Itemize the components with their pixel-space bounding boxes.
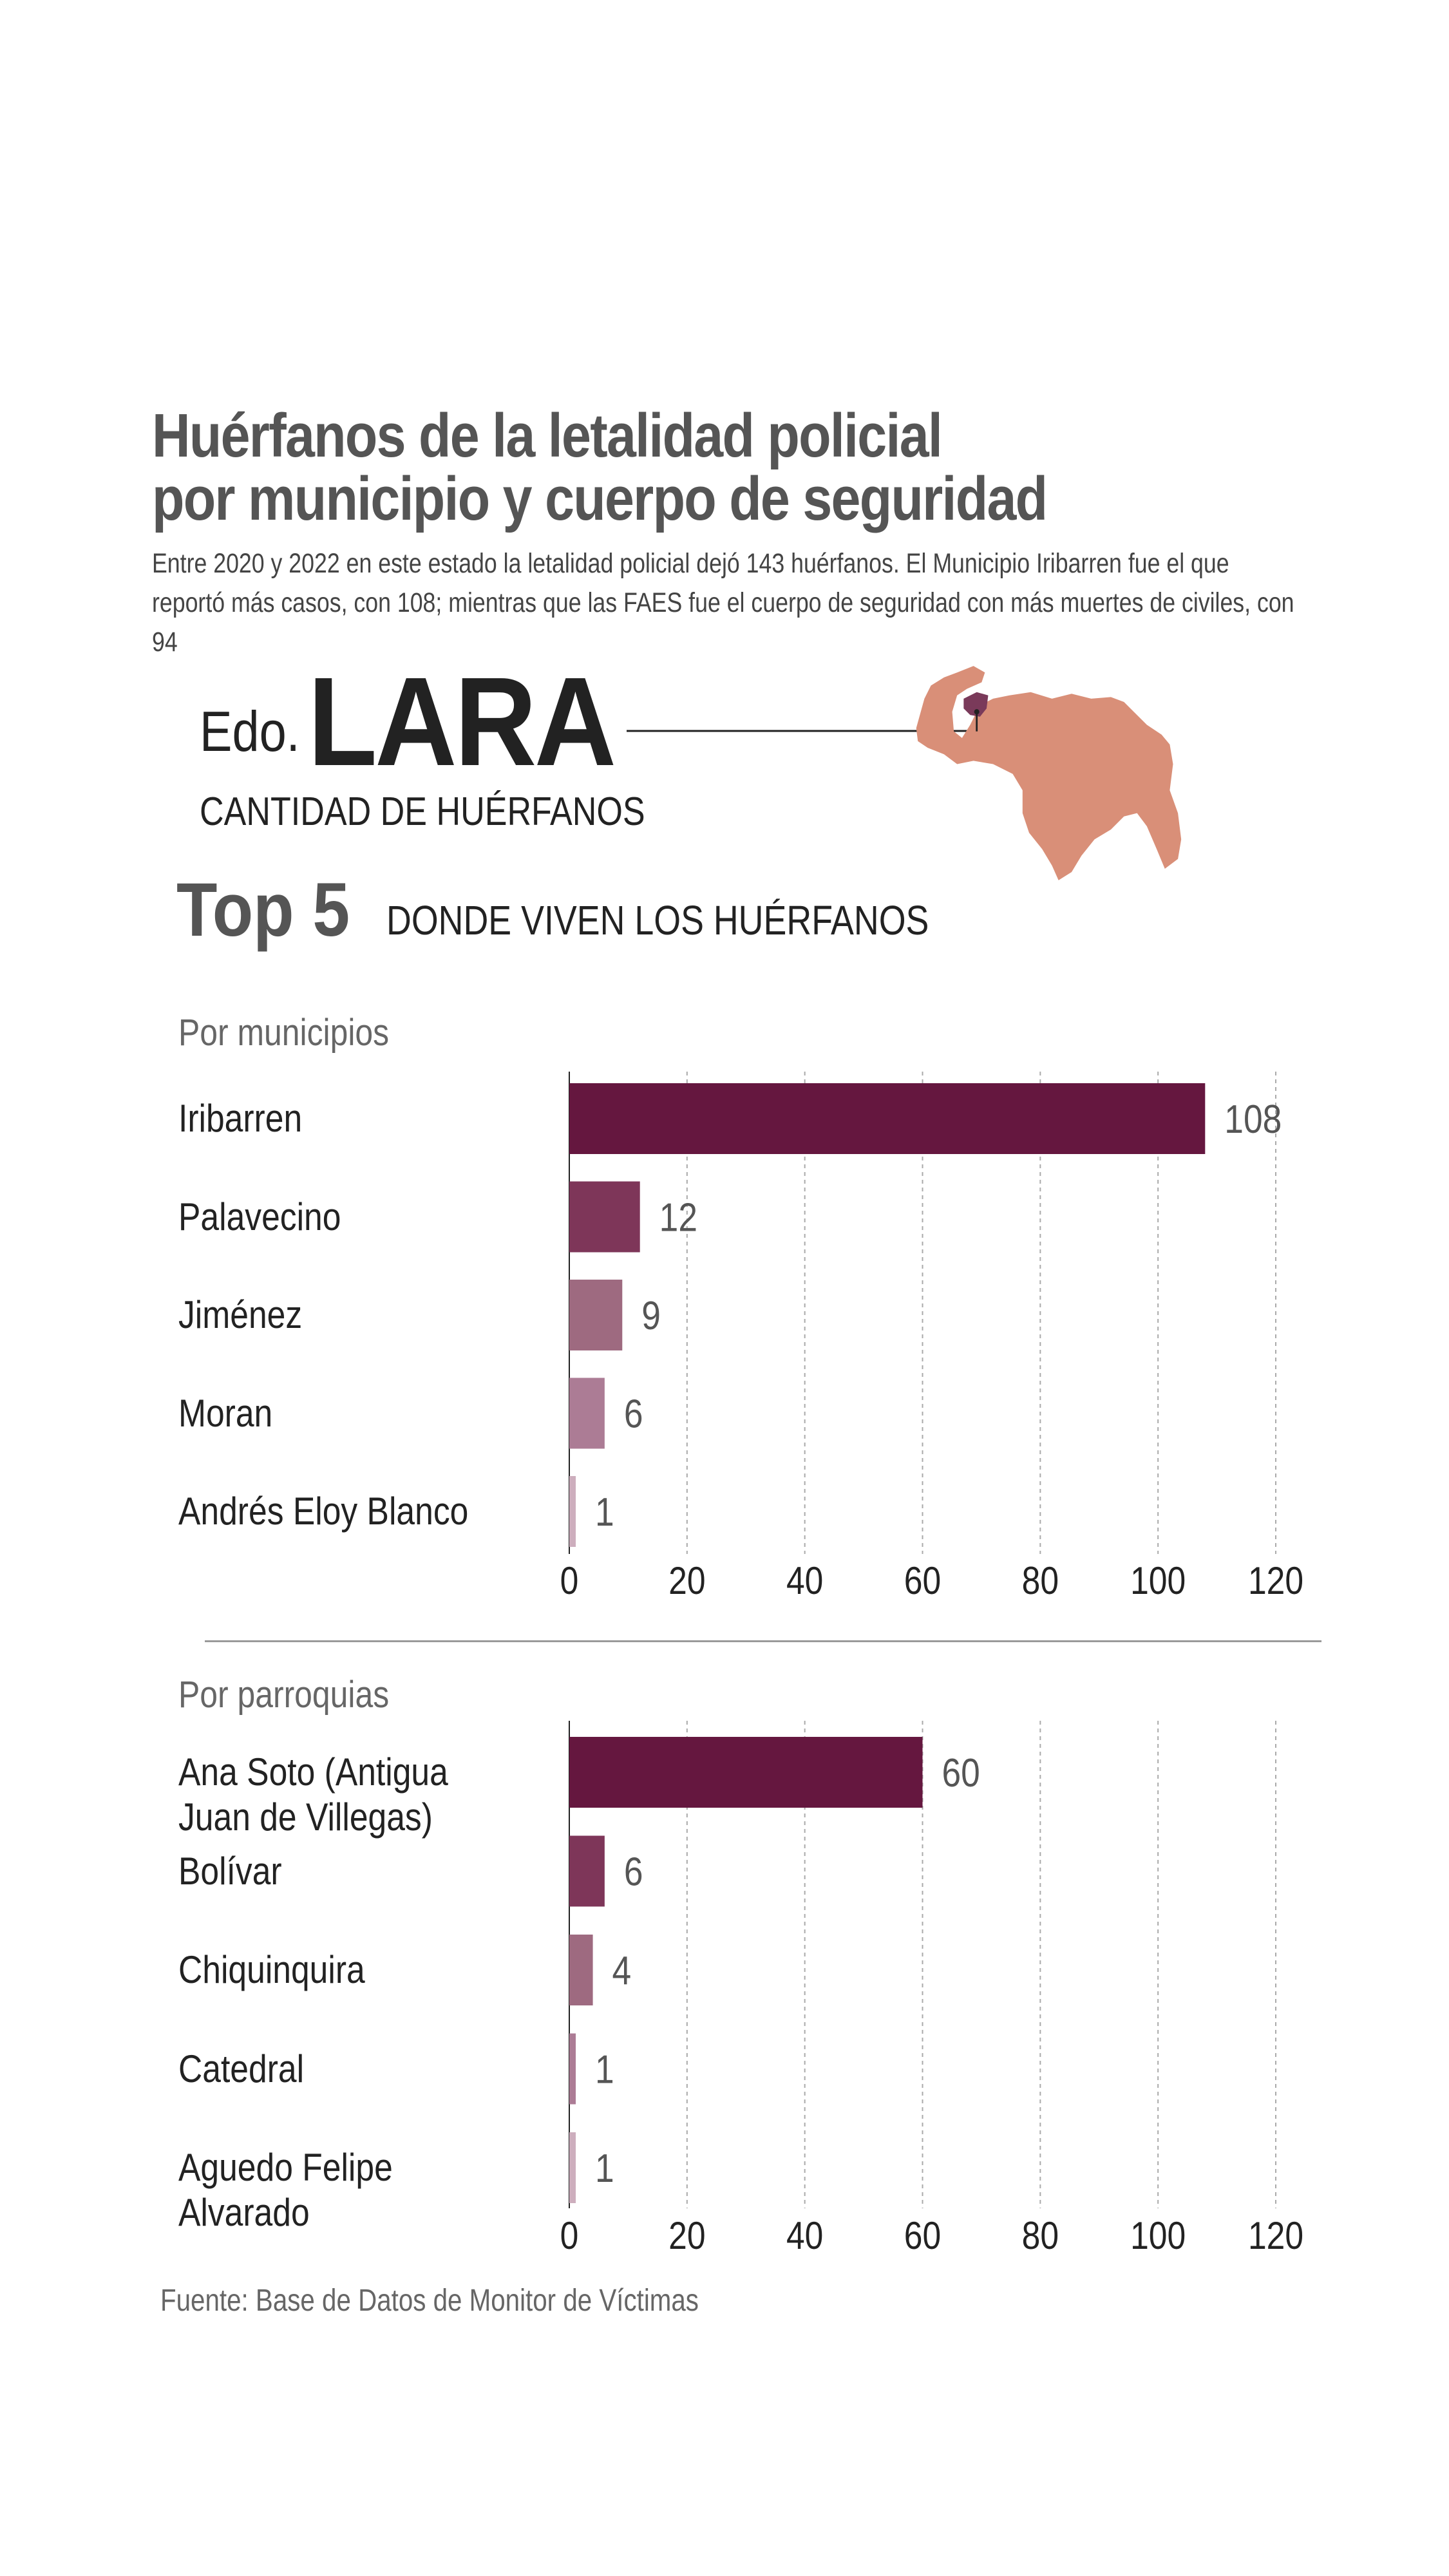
lara-highlight bbox=[963, 692, 989, 717]
top5-caption: DONDE VIVEN LOS HUÉRFANOS bbox=[386, 897, 929, 943]
bar bbox=[569, 1476, 576, 1547]
subtitle: Entre 2020 y 2022 en este estado la leta… bbox=[152, 548, 1294, 658]
category-label: Catedral bbox=[178, 2047, 305, 2090]
bar bbox=[569, 1935, 593, 2005]
bar bbox=[569, 1835, 605, 1907]
x-tick-label: 100 bbox=[1130, 2213, 1186, 2257]
category-label: Jiménez bbox=[178, 1293, 303, 1336]
x-tick-label: 0 bbox=[560, 2213, 579, 2257]
data-label: 60 bbox=[942, 1751, 980, 1795]
bar bbox=[569, 1378, 605, 1449]
x-tick-label: 20 bbox=[668, 2213, 705, 2257]
x-tick-label: 100 bbox=[1130, 1558, 1186, 1602]
x-tick-label: 80 bbox=[1022, 1558, 1059, 1602]
category-label: Palavecino bbox=[178, 1195, 341, 1238]
bar bbox=[569, 1280, 623, 1350]
state-prefix: Edo. bbox=[200, 699, 300, 763]
top5-label: Top 5 bbox=[176, 867, 350, 952]
category-label: Chiquinquira bbox=[178, 1948, 365, 1991]
category-label: Iribarren bbox=[178, 1097, 303, 1140]
state-caption: CANTIDAD DE HUÉRFANOS bbox=[200, 790, 645, 834]
title-line-2: por municipio y cuerpo de seguridad bbox=[152, 464, 1048, 533]
title-line-1: Huérfanos de la letalidad policial bbox=[152, 401, 943, 470]
x-tick-label: 40 bbox=[786, 2213, 823, 2257]
bar bbox=[569, 1181, 640, 1253]
x-tick-label: 60 bbox=[904, 2213, 941, 2257]
lara-marker bbox=[974, 709, 980, 715]
data-label: 4 bbox=[612, 1949, 632, 1993]
bar bbox=[569, 2033, 576, 2105]
state-name: LARA bbox=[308, 651, 616, 792]
chart1-title: Por municipios bbox=[178, 1012, 390, 1054]
bar bbox=[569, 2132, 576, 2203]
category-label: Ana Soto (Antigua Juan de Villegas) bbox=[178, 1750, 448, 1839]
x-tick-label: 20 bbox=[668, 1558, 705, 1602]
category-label: Aguedo Felipe Alvarado bbox=[178, 2146, 393, 2234]
chart2-title: Por parroquias bbox=[178, 1674, 390, 1716]
data-label: 1 bbox=[595, 1490, 614, 1535]
x-tick-label: 80 bbox=[1022, 2213, 1059, 2257]
x-tick-label: 120 bbox=[1248, 2213, 1303, 2257]
bar bbox=[569, 1083, 1206, 1154]
category-label: Andrés Eloy Blanco bbox=[178, 1490, 469, 1533]
bar bbox=[569, 1737, 923, 1808]
data-label: 12 bbox=[659, 1196, 697, 1240]
data-label: 6 bbox=[624, 1850, 643, 1895]
category-label: Bolívar bbox=[178, 1849, 282, 1893]
venezuela-shape bbox=[916, 666, 1182, 880]
x-tick-label: 0 bbox=[560, 1558, 579, 1602]
x-tick-label: 40 bbox=[786, 1558, 823, 1602]
section-divider bbox=[205, 1640, 1321, 1642]
data-label: 108 bbox=[1224, 1097, 1282, 1142]
data-label: 1 bbox=[595, 2048, 614, 2092]
source-note: Fuente: Base de Datos de Monitor de Víct… bbox=[160, 2284, 699, 2318]
data-label: 9 bbox=[641, 1294, 661, 1338]
data-label: 1 bbox=[595, 2146, 614, 2191]
category-label: Moran bbox=[178, 1391, 273, 1435]
x-tick-label: 60 bbox=[904, 1558, 941, 1602]
x-tick-label: 120 bbox=[1248, 1558, 1303, 1602]
venezuela-map bbox=[627, 666, 1182, 880]
data-label: 6 bbox=[624, 1392, 643, 1437]
